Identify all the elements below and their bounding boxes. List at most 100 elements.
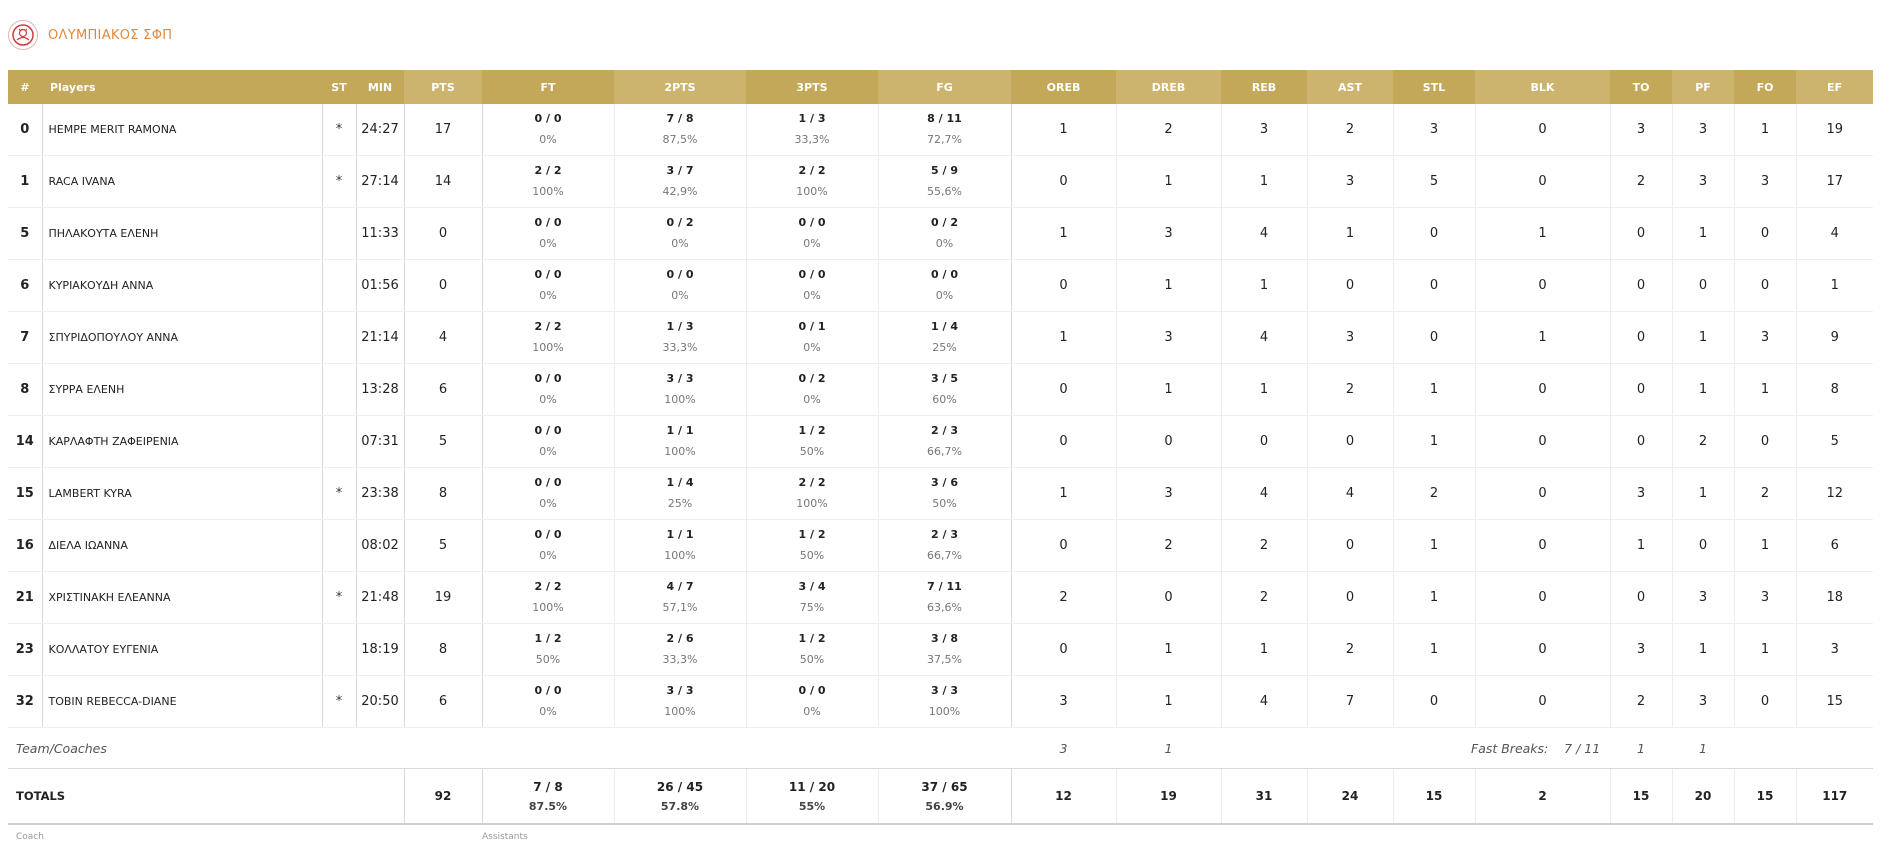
fouls-drawn: 3 (1733, 311, 1796, 364)
player-row[interactable]: 23 ΚΟΛΛΑΤΟΥ ΕΥΓΕΝΙΑ 18:19 8 1 / 2 50% 2 / 6 33,… (8, 623, 1873, 676)
free-throws: 0 / 0 0% (481, 675, 614, 728)
two-pointers-att: 0 / 2 (666, 216, 694, 229)
field-goals-pct: 55,6% (927, 185, 962, 198)
field-goals-att: 8 / 11 (927, 112, 962, 125)
totals-label: TOTALS (8, 768, 404, 825)
col-header-pf[interactable]: PF (1672, 70, 1734, 104)
col-header-oreb[interactable]: OREB (1011, 70, 1116, 104)
three-pointers: 3 / 4 75% (745, 571, 878, 624)
player-name[interactable]: ΧΡΙΣΤΙΝΑΚΗ ΕΛΕΑΝΝΑ (41, 571, 322, 624)
steals: 0 (1392, 259, 1475, 312)
player-name[interactable]: ΣΥΡΡΑ ΕΛΕΝΗ (41, 363, 322, 416)
three-pointers-pct: 50% (799, 445, 825, 458)
col-header-blk[interactable]: BLK (1475, 70, 1610, 104)
field-goals: 1 / 4 25% (877, 311, 1011, 364)
three-pointers-pct: 0% (803, 393, 821, 406)
free-throws-att: 2 / 2 (534, 320, 562, 333)
two-pointers: 2 / 6 33,3% (613, 623, 746, 676)
field-goals-att: 3 / 5 (931, 372, 958, 385)
rebounds: 4 (1220, 311, 1307, 364)
player-row[interactable]: 1 RACA IVANA * 27:14 14 2 / 2 100% 3 / 7 42,9% 2 … (8, 155, 1873, 208)
col-header-fo[interactable]: FO (1734, 70, 1796, 104)
minutes: 24:27 (355, 104, 404, 156)
col-header-2pts[interactable]: 2PTS (614, 70, 746, 104)
blocks: 0 (1474, 467, 1610, 520)
minutes: 21:48 (355, 571, 404, 624)
player-name[interactable]: ΠΗΛΑΚΟΥΤΑ ΕΛΕΝΗ (41, 207, 322, 260)
col-header-players[interactable]: Players (42, 70, 322, 104)
totals-stl: 15 (1392, 768, 1475, 825)
col-header-to[interactable]: TO (1610, 70, 1672, 104)
col-header-pts[interactable]: PTS (404, 70, 482, 104)
offensive-rebounds: 0 (1010, 519, 1116, 572)
offensive-rebounds: 1 (1010, 104, 1116, 156)
player-name[interactable]: LAMBERT KYRA (41, 467, 322, 520)
player-name[interactable]: HEMPE MERIT RAMONA (41, 104, 322, 156)
col-header-min[interactable]: MIN (356, 70, 404, 104)
player-name[interactable]: ΚΟΛΛΑΤΟΥ ΕΥΓΕΝΙΑ (41, 623, 322, 676)
player-number: 15 (8, 467, 42, 520)
assists: 0 (1306, 259, 1393, 312)
three-pointers-pct: 50% (799, 549, 825, 562)
assists: 0 (1306, 519, 1393, 572)
field-goals: 0 / 2 0% (877, 207, 1011, 260)
player-row[interactable]: 15 LAMBERT KYRA * 23:38 8 0 / 0 0% 1 / 4 25% 2 / … (8, 467, 1873, 520)
player-row[interactable]: 21 ΧΡΙΣΤΙΝΑΚΗ ΕΛΕΑΝΝΑ * 21:48 19 2 / 2 100% 4 /… (8, 571, 1873, 624)
efficiency: 12 (1795, 467, 1873, 520)
field-goals: 8 / 11 72,7% (877, 104, 1011, 156)
three-pointers-pct: 0% (803, 705, 821, 718)
player-row[interactable]: 16 ΔΙΕΛΑ ΙΩΑΝΝΑ 08:02 5 0 / 0 0% 1 / 1 100% 1 / … (8, 519, 1873, 572)
col-header-st[interactable]: ST (322, 70, 356, 104)
coach-label: Coach (16, 832, 44, 842)
two-pointers-att: 2 / 6 (666, 632, 694, 645)
assists: 0 (1306, 571, 1393, 624)
personal-fouls: 2 (1671, 415, 1734, 468)
player-number: 5 (8, 207, 42, 260)
player-name[interactable]: ΚΑΡΛΑΦΤΗ ΖΑΦΕΙΡΕΝΙΑ (41, 415, 322, 468)
points: 8 (403, 467, 482, 520)
free-throws: 0 / 0 0% (481, 467, 614, 520)
player-name[interactable]: RACA IVANA (41, 155, 322, 208)
field-goals: 0 / 0 0% (877, 259, 1011, 312)
col-header-dreb[interactable]: DREB (1116, 70, 1221, 104)
player-name[interactable]: ΔΙΕΛΑ ΙΩΑΝΝΑ (41, 519, 322, 572)
offensive-rebounds: 0 (1010, 155, 1116, 208)
three-pointers: 0 / 0 0% (745, 675, 878, 728)
col-header-ft[interactable]: FT (482, 70, 614, 104)
team-name[interactable]: ΟΛΥΜΠΙΑΚΟΣ ΣΦΠ (48, 27, 173, 43)
player-name[interactable]: ΣΠΥΡΙΔΟΠΟΥΛΟΥ ΑΝΝΑ (41, 311, 322, 364)
totals-3pts: 11 / 20 55% (745, 768, 878, 825)
player-row[interactable]: 32 TOBIN REBECCA-DIANE * 20:50 6 0 / 0 0% 3 / 3… (8, 675, 1873, 728)
col-header-ast[interactable]: AST (1307, 70, 1393, 104)
starter-mark (321, 259, 356, 312)
col-header-num[interactable]: # (8, 70, 42, 104)
efficiency: 5 (1795, 415, 1873, 468)
team-pf: 1 (1672, 727, 1734, 769)
efficiency: 17 (1795, 155, 1873, 208)
personal-fouls: 1 (1671, 467, 1734, 520)
field-goals-pct: 63,6% (927, 601, 962, 614)
col-header-3pts[interactable]: 3PTS (746, 70, 878, 104)
player-row[interactable]: 6 ΚΥΡΙΑΚΟΥΔΗ ΑΝΝΑ 01:56 0 0 / 0 0% 0 / 0 0% 0 / … (8, 259, 1873, 312)
defensive-rebounds: 1 (1115, 675, 1221, 728)
totals-blk: 2 (1474, 768, 1610, 825)
col-header-ef[interactable]: EF (1796, 70, 1873, 104)
player-name[interactable]: ΚΥΡΙΑΚΟΥΔΗ ΑΝΝΑ (41, 259, 322, 312)
assists: 2 (1306, 363, 1393, 416)
player-name[interactable]: TOBIN REBECCA-DIANE (41, 675, 322, 728)
player-row[interactable]: 5 ΠΗΛΑΚΟΥΤΑ ΕΛΕΝΗ 11:33 0 0 / 0 0% 0 / 2 0% 0 / … (8, 207, 1873, 260)
turnovers: 3 (1609, 104, 1672, 156)
col-header-fg[interactable]: FG (878, 70, 1011, 104)
field-goals-att: 1 / 4 (931, 320, 958, 333)
two-pointers-att: 1 / 1 (666, 528, 694, 541)
col-header-stl[interactable]: STL (1393, 70, 1475, 104)
two-pointers-pct: 100% (664, 393, 696, 406)
two-pointers-att: 3 / 3 (666, 372, 694, 385)
col-header-reb[interactable]: REB (1221, 70, 1307, 104)
two-pointers-att: 1 / 4 (666, 476, 694, 489)
totals-ft-pct: 87.5% (528, 799, 568, 813)
